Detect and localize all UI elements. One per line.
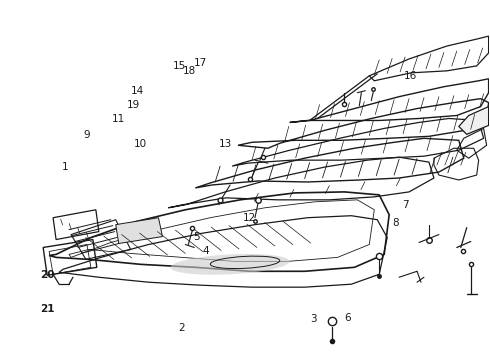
Text: 7: 7 (402, 200, 409, 210)
Text: 10: 10 (134, 139, 147, 149)
Text: 9: 9 (83, 130, 90, 140)
Text: 1: 1 (61, 162, 68, 172)
Text: 18: 18 (182, 66, 196, 76)
Text: 21: 21 (40, 303, 55, 314)
Text: 2: 2 (178, 323, 185, 333)
Text: 13: 13 (219, 139, 232, 149)
Text: 4: 4 (203, 247, 209, 256)
Ellipse shape (171, 254, 290, 275)
Text: 19: 19 (127, 100, 141, 110)
Text: 15: 15 (172, 61, 186, 71)
Text: 8: 8 (392, 218, 399, 228)
Text: 20: 20 (40, 270, 55, 280)
Text: 17: 17 (194, 58, 207, 68)
Text: 6: 6 (344, 312, 351, 323)
Text: 5: 5 (193, 232, 199, 242)
Text: 14: 14 (131, 86, 145, 96)
Text: 11: 11 (112, 114, 125, 124)
Text: 16: 16 (404, 71, 417, 81)
Polygon shape (459, 107, 489, 134)
Polygon shape (116, 218, 163, 243)
Text: 12: 12 (243, 212, 256, 222)
Text: 3: 3 (310, 314, 317, 324)
